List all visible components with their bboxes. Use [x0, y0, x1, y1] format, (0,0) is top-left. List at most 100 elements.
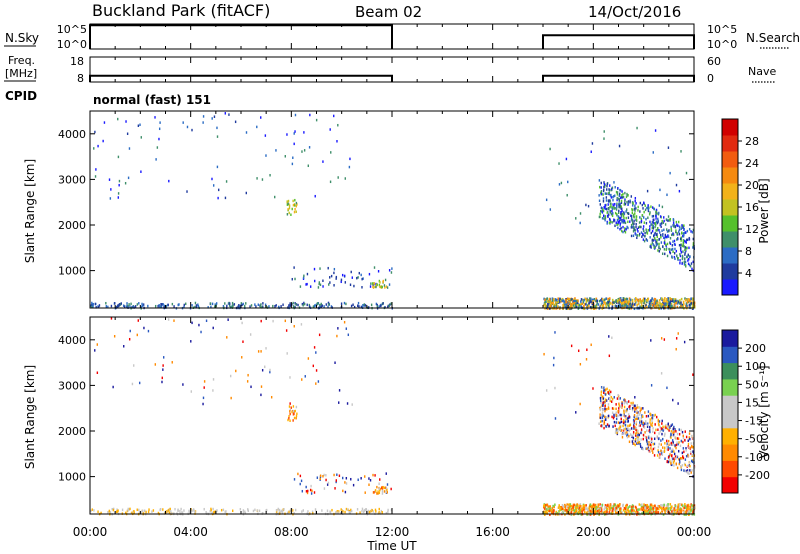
- echo-cell: [379, 488, 381, 492]
- echo-cell: [212, 326, 214, 330]
- echo-cell: [654, 225, 656, 229]
- echo-cell: [91, 508, 93, 511]
- echo-cell: [170, 510, 172, 513]
- colorbar-swatch: [722, 231, 738, 248]
- echo-cell: [640, 428, 643, 431]
- echo-cell: [286, 203, 289, 206]
- echo-cell: [194, 510, 196, 514]
- echo-cell: [202, 115, 205, 118]
- echo-cell: [97, 305, 100, 309]
- echo-cell: [590, 504, 593, 508]
- echo-cell: [686, 507, 689, 510]
- echo-cell: [669, 171, 671, 175]
- echo-cell: [625, 505, 627, 509]
- echo-cell: [619, 503, 621, 506]
- echo-cell: [606, 214, 609, 218]
- echo-cell: [668, 426, 670, 430]
- echo-cell: [652, 227, 655, 230]
- echo-cell: [674, 444, 676, 447]
- echo-cell: [261, 305, 264, 308]
- echo-cell: [676, 223, 678, 227]
- echo-cell: [160, 303, 162, 306]
- echo-cell: [605, 199, 608, 202]
- echo-cell: [651, 421, 653, 425]
- echo-cell: [557, 506, 560, 509]
- echo-cell: [570, 504, 573, 508]
- echo-cell: [674, 225, 676, 228]
- echo-cell: [568, 302, 570, 306]
- echo-cell: [653, 301, 655, 305]
- echo-cell: [639, 210, 641, 213]
- echo-cell: [547, 300, 549, 303]
- echo-cell: [289, 509, 291, 513]
- echo-cell: [329, 281, 331, 284]
- echo-cell: [124, 181, 127, 185]
- echo-cell: [645, 299, 648, 302]
- echo-cell: [549, 513, 551, 517]
- echo-cell: [635, 434, 638, 437]
- colorbar-swatch: [722, 378, 738, 396]
- echo-cell: [554, 511, 556, 515]
- freq-tick-left-top: 18: [70, 55, 84, 68]
- echo-cell: [670, 436, 672, 439]
- echo-cell: [613, 207, 616, 210]
- echo-cell: [650, 243, 652, 247]
- echo-cell: [357, 301, 360, 305]
- echo-cell: [618, 197, 620, 201]
- echo-cell: [383, 284, 386, 287]
- echo-cell: [669, 506, 671, 510]
- echo-cell: [117, 117, 119, 121]
- echo-cell: [288, 415, 290, 418]
- echo-cell: [623, 506, 626, 510]
- echo-cell: [591, 142, 594, 145]
- echo-cell: [658, 432, 660, 435]
- echo-cell: [648, 206, 650, 210]
- echo-cell: [632, 442, 634, 445]
- echo-cell: [375, 285, 377, 289]
- echo-cell: [618, 209, 620, 213]
- echo-cell: [660, 241, 663, 244]
- echo-cell: [547, 307, 549, 310]
- echo-cell: [576, 503, 578, 506]
- echo-cell: [158, 303, 160, 307]
- echo-cell: [588, 301, 591, 304]
- echo-cell: [315, 351, 317, 354]
- echo-cell: [229, 374, 232, 378]
- echo-cell: [606, 211, 608, 214]
- echo-cell: [642, 227, 644, 231]
- echo-cell: [637, 226, 640, 229]
- echo-cell: [662, 429, 664, 432]
- echo-cell: [288, 211, 290, 215]
- echo-cell: [667, 503, 669, 506]
- echo-cell: [328, 283, 330, 286]
- echo-cell: [684, 458, 687, 461]
- echo-cell: [154, 363, 157, 366]
- echo-cell: [647, 423, 649, 427]
- echo-cell: [617, 410, 619, 413]
- cpid-text: normal (fast) 151: [93, 93, 211, 107]
- echo-cell: [154, 116, 156, 119]
- echo-cell: [660, 504, 662, 507]
- echo-cell: [171, 302, 174, 306]
- velocity-colorbar: [721, 329, 739, 494]
- echo-cell: [674, 243, 676, 247]
- echo-cell: [687, 504, 690, 508]
- echo-cell: [605, 506, 608, 510]
- echo-cell: [606, 387, 608, 391]
- echo-cell: [661, 510, 663, 513]
- echo-cell: [596, 301, 598, 305]
- echo-cell: [588, 304, 590, 308]
- echo-cell: [287, 202, 289, 205]
- echo-cell: [646, 300, 648, 304]
- echo-cell: [666, 460, 668, 464]
- echo-cell: [601, 298, 604, 301]
- echo-cell: [677, 220, 680, 224]
- echo-cell: [665, 298, 668, 301]
- echo-cell: [659, 233, 662, 237]
- echo-cell: [595, 299, 597, 302]
- ytick-label: 2000: [58, 425, 86, 438]
- echo-cell: [677, 299, 679, 303]
- echo-cell: [670, 248, 673, 251]
- echo-cell: [642, 225, 645, 228]
